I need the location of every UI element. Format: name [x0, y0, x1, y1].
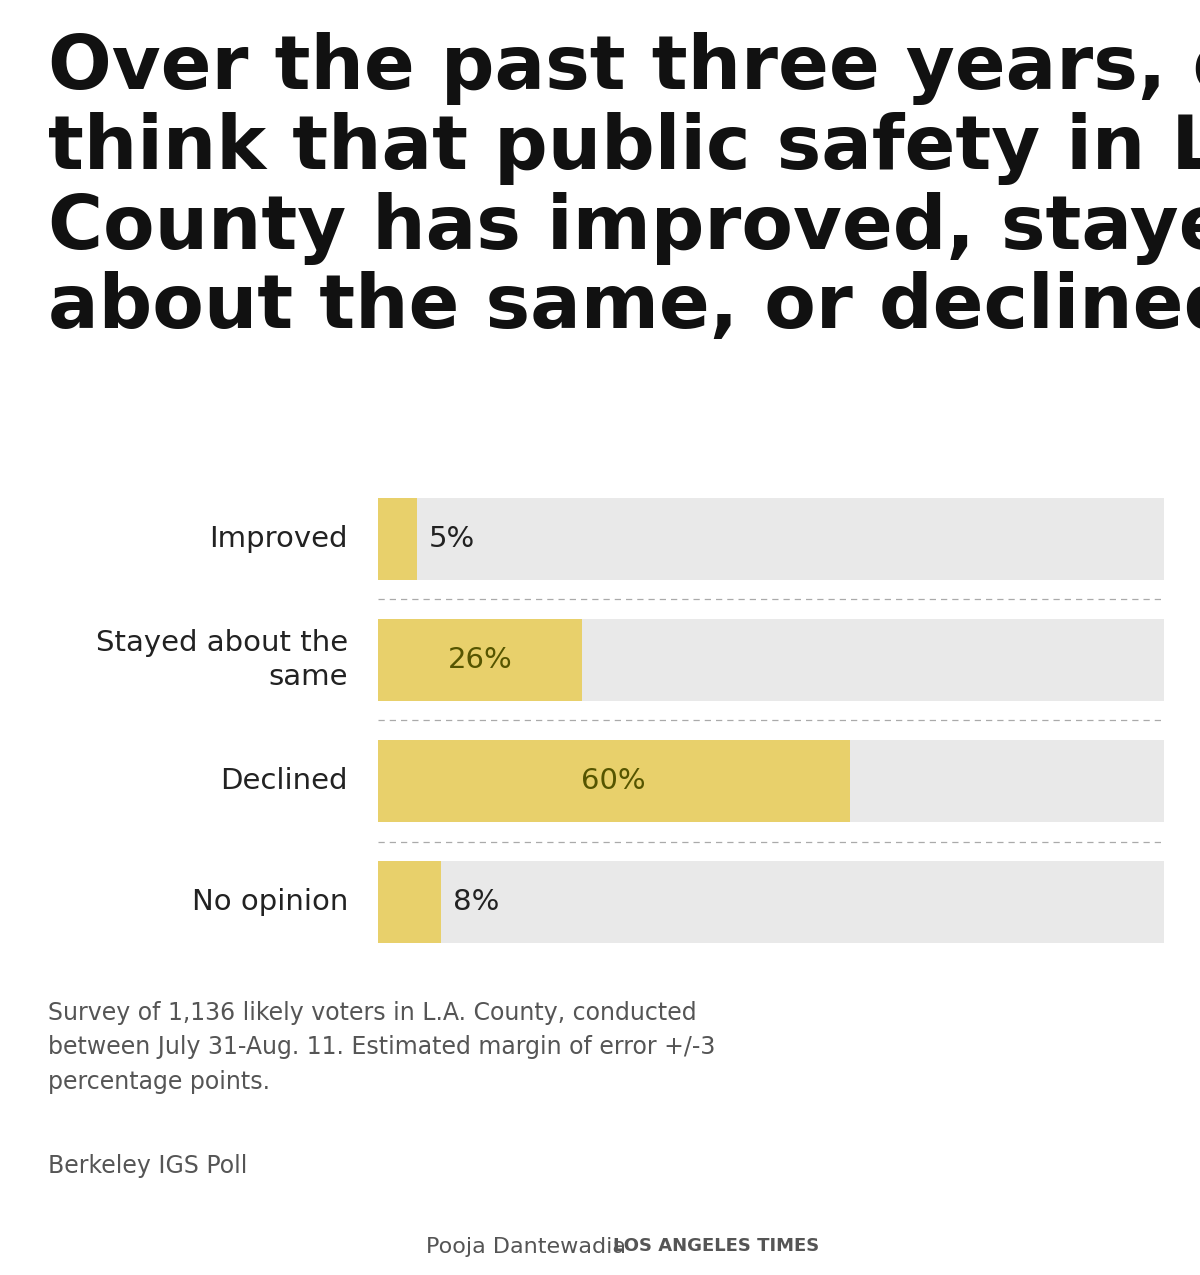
Text: Improved: Improved: [210, 525, 348, 552]
Bar: [378, 618, 582, 701]
Text: Declined: Declined: [221, 768, 348, 794]
Bar: [378, 497, 418, 580]
Bar: [378, 497, 1164, 580]
Text: 60%: 60%: [582, 768, 646, 794]
Text: 8%: 8%: [452, 889, 499, 915]
Text: LOS ANGELES TIMES: LOS ANGELES TIMES: [613, 1237, 820, 1255]
Text: Pooja Dantewadia: Pooja Dantewadia: [426, 1237, 647, 1257]
Bar: [378, 740, 1164, 822]
Text: Over the past three years, do you
think that public safety in L.A
County has imp: Over the past three years, do you think …: [48, 32, 1200, 344]
Text: No opinion: No opinion: [192, 889, 348, 915]
Text: 26%: 26%: [448, 646, 512, 673]
Text: 5%: 5%: [430, 525, 475, 552]
Bar: [378, 861, 440, 943]
Text: Stayed about the
same: Stayed about the same: [96, 629, 348, 691]
Bar: [378, 740, 850, 822]
Text: Berkeley IGS Poll: Berkeley IGS Poll: [48, 1154, 247, 1178]
Bar: [378, 618, 1164, 701]
Bar: [378, 861, 1164, 943]
Text: Survey of 1,136 likely voters in L.A. County, conducted
between July 31-Aug. 11.: Survey of 1,136 likely voters in L.A. Co…: [48, 1001, 715, 1094]
